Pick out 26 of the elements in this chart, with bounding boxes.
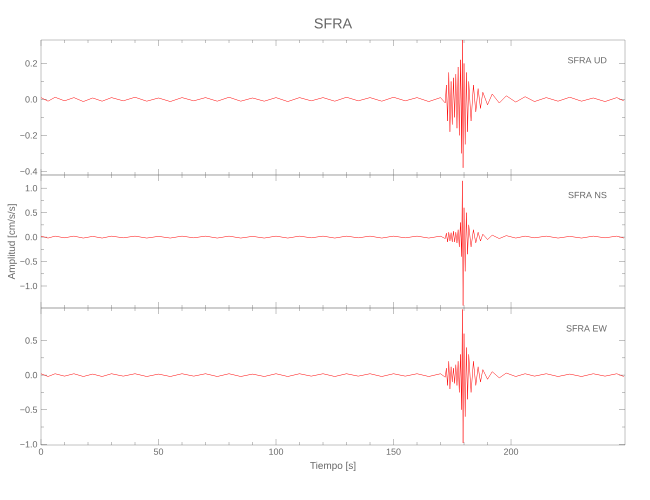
line-series [41, 40, 624, 168]
annotation: SFRA UD [568, 57, 606, 64]
y-axis-title: Amplitud [cm/s/s] [8, 204, 17, 280]
x-tick-label: 150 [386, 448, 401, 455]
x-tick-label: 100 [269, 448, 284, 455]
y-tick-label: −0.5 [20, 406, 38, 413]
x-tick-label: 50 [154, 448, 164, 455]
y-tick-label: 0.0 [25, 372, 38, 378]
x-tick-label: 0 [38, 448, 44, 455]
y-tick-label: 0.0 [25, 234, 38, 240]
y-tick-label: 0.2 [25, 60, 38, 67]
y-tick-label: 0.5 [25, 337, 38, 344]
y-tick-label: 1.0 [26, 185, 38, 192]
x-axis-title: Tiempo [s] [310, 462, 356, 471]
y-tick-label: −0.2 [20, 132, 38, 139]
y-tick-label: −0.5 [20, 258, 38, 265]
chart-title: SFRA [314, 18, 352, 29]
y-tick-label: −0.4 [20, 168, 38, 175]
annotation: SFRA EW [566, 325, 607, 332]
x-tick-label: 200 [504, 448, 518, 455]
y-tick-label: 0.0 [25, 96, 38, 103]
y-tick-label: −1.0 [20, 441, 38, 448]
annotation: SFRA NS [568, 192, 606, 198]
y-tick-label: 0.5 [25, 209, 38, 216]
line-series [41, 180, 624, 306]
y-tick-label: −1.0 [20, 282, 38, 290]
